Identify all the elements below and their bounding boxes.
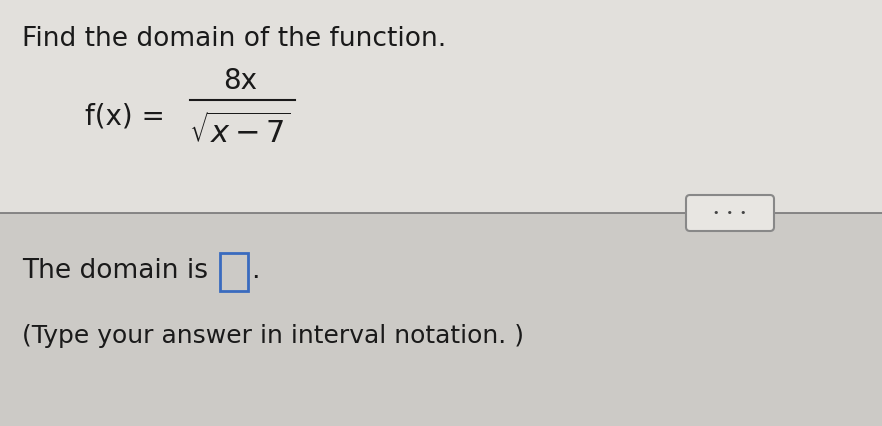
Text: f(x) =: f(x) = [85, 102, 165, 130]
Text: .: . [251, 258, 259, 284]
Text: (Type your answer in interval notation. ): (Type your answer in interval notation. … [22, 324, 524, 348]
Text: •  •  •: • • • [714, 208, 747, 218]
Text: The domain is: The domain is [22, 258, 216, 284]
FancyBboxPatch shape [686, 195, 774, 231]
Bar [0, 0, 882, 213]
Bar [0, 213, 882, 426]
Text: $\sqrt{x-7}$: $\sqrt{x-7}$ [189, 113, 291, 149]
Text: Find the domain of the function.: Find the domain of the function. [22, 26, 446, 52]
Text: 8x: 8x [223, 67, 257, 95]
FancyBboxPatch shape [220, 253, 248, 291]
